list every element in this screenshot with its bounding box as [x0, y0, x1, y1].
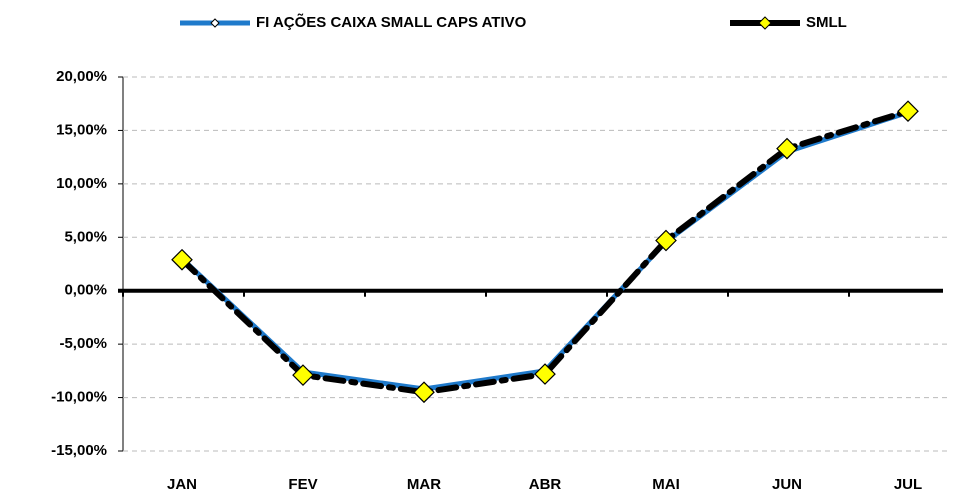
- data-marker: [413, 381, 435, 404]
- y-tick-label: 15,00%: [56, 121, 107, 138]
- series-line: [179, 109, 911, 392]
- data-marker: [171, 248, 193, 271]
- y-tick-label: 5,00%: [64, 228, 107, 245]
- data-marker: [897, 100, 919, 123]
- data-marker: [655, 229, 677, 252]
- data-marker: [292, 364, 314, 386]
- data-marker: [776, 137, 798, 160]
- legend-marker: [210, 18, 220, 28]
- y-tick-label: -10,00%: [51, 389, 107, 406]
- x-tick-label: JUL: [894, 476, 922, 493]
- x-tick-label: ABR: [529, 476, 562, 493]
- x-tick-label: MAI: [652, 476, 680, 493]
- x-tick-label: JAN: [167, 476, 197, 493]
- y-tick-label: 20,00%: [56, 68, 107, 85]
- y-tick-label: -5,00%: [59, 335, 107, 352]
- legend-label: SMLL: [806, 14, 847, 31]
- x-tick-label: MAR: [407, 476, 441, 493]
- y-tick-label: 10,00%: [56, 175, 107, 192]
- series-line: [179, 108, 911, 396]
- legend-marker: [758, 16, 772, 30]
- legend-label: FI AÇÕES CAIXA SMALL CAPS ATIVO: [256, 13, 527, 31]
- x-tick-label: FEV: [288, 476, 317, 493]
- x-tick-label: JUN: [772, 476, 802, 493]
- y-tick-label: -15,00%: [51, 442, 107, 459]
- data-marker: [534, 363, 556, 385]
- y-tick-label: 0,00%: [64, 282, 107, 299]
